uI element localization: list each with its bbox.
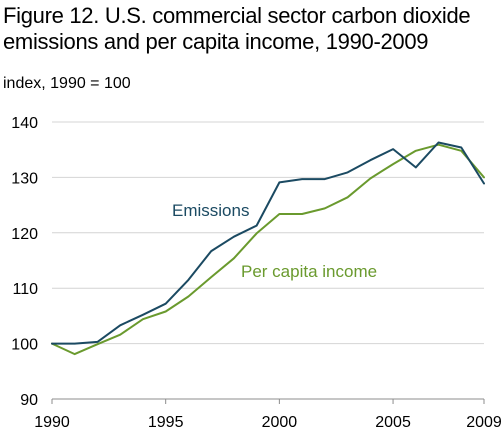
y-tick-labels: 90 100 110 120 130 140: [11, 115, 38, 409]
series-line-emissions: [51, 141, 485, 345]
x-tick-2009: 2009: [466, 414, 502, 431]
gridlines: [52, 121, 484, 400]
y-tick-100: 100: [11, 337, 38, 354]
y-tick-130: 130: [11, 170, 38, 187]
y-tick-110: 110: [12, 281, 38, 298]
x-tick-labels: 1990 1995 2000 2005 2009: [34, 399, 502, 431]
x-tick-1995: 1995: [148, 414, 184, 431]
series-line-per-capita-income: [51, 143, 485, 356]
x-tick-1990: 1990: [34, 414, 70, 431]
x-tick-2000: 2000: [262, 414, 298, 431]
y-tick-140: 140: [11, 115, 38, 132]
x-tick-2005: 2005: [375, 414, 411, 431]
y-axis-label: index, 1990 = 100: [3, 75, 131, 92]
series-label-per-capita-income: Per capita income: [241, 262, 377, 281]
series-label-emissions: Emissions: [172, 201, 249, 220]
series-lines: [51, 141, 485, 356]
y-tick-120: 120: [11, 226, 38, 243]
chart-title: Figure 12. U.S. commercial sector carbon…: [3, 3, 471, 54]
y-tick-90: 90: [20, 392, 38, 409]
